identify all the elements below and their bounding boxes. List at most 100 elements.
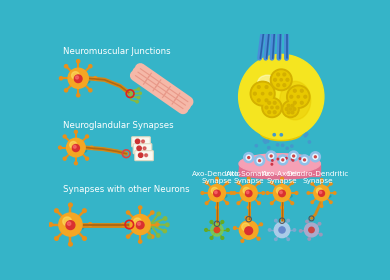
Circle shape [299, 158, 301, 159]
Circle shape [63, 217, 72, 226]
Circle shape [270, 69, 292, 90]
Circle shape [316, 188, 322, 194]
Circle shape [208, 185, 225, 201]
Circle shape [138, 96, 140, 99]
Circle shape [138, 240, 142, 243]
Circle shape [257, 158, 262, 163]
Ellipse shape [68, 148, 87, 153]
Circle shape [280, 157, 285, 162]
Circle shape [289, 108, 292, 110]
Circle shape [293, 108, 296, 110]
Circle shape [266, 151, 276, 161]
Circle shape [280, 134, 282, 136]
Circle shape [268, 229, 271, 231]
Circle shape [261, 92, 264, 95]
Circle shape [151, 235, 154, 238]
Circle shape [247, 177, 250, 180]
Text: Neuromuscular Junctions: Neuromuscular Junctions [63, 47, 170, 57]
Circle shape [272, 71, 290, 89]
Circle shape [291, 153, 296, 158]
Circle shape [68, 68, 88, 88]
Circle shape [211, 224, 223, 236]
Circle shape [255, 144, 257, 147]
Circle shape [234, 227, 236, 229]
Circle shape [151, 211, 154, 214]
Circle shape [90, 146, 93, 149]
Circle shape [270, 202, 273, 204]
Circle shape [286, 78, 289, 81]
Circle shape [240, 185, 257, 201]
Circle shape [284, 102, 297, 116]
Circle shape [264, 99, 280, 116]
Circle shape [55, 209, 58, 213]
Circle shape [275, 220, 277, 222]
Circle shape [138, 153, 143, 157]
Circle shape [94, 77, 97, 80]
Circle shape [83, 209, 86, 213]
Circle shape [138, 206, 142, 209]
Circle shape [233, 192, 236, 194]
Circle shape [273, 111, 276, 114]
Ellipse shape [316, 194, 331, 198]
Circle shape [277, 84, 280, 87]
Circle shape [245, 227, 253, 235]
Circle shape [260, 160, 261, 161]
Circle shape [281, 206, 284, 209]
Circle shape [246, 191, 249, 193]
Text: Axo-Somatic
Synapse: Axo-Somatic Synapse [226, 171, 271, 184]
Circle shape [277, 158, 279, 160]
Circle shape [126, 235, 130, 238]
Circle shape [73, 145, 76, 148]
Circle shape [226, 181, 229, 184]
Circle shape [330, 183, 332, 185]
Circle shape [286, 147, 288, 150]
Circle shape [121, 223, 125, 226]
Circle shape [280, 191, 282, 193]
Circle shape [314, 185, 329, 201]
Circle shape [291, 104, 294, 107]
Circle shape [221, 237, 224, 239]
Circle shape [143, 147, 146, 150]
Circle shape [67, 222, 71, 225]
Circle shape [293, 101, 296, 104]
Circle shape [230, 192, 233, 194]
Circle shape [72, 144, 80, 151]
Circle shape [282, 159, 284, 161]
Circle shape [248, 157, 250, 158]
Circle shape [282, 144, 284, 146]
Circle shape [291, 158, 293, 160]
Circle shape [257, 237, 260, 240]
Circle shape [148, 235, 151, 239]
Circle shape [303, 159, 305, 161]
Circle shape [269, 153, 274, 158]
Circle shape [214, 227, 220, 233]
Circle shape [307, 192, 310, 194]
Ellipse shape [275, 193, 292, 199]
Circle shape [63, 157, 66, 160]
Circle shape [138, 88, 140, 90]
Ellipse shape [260, 124, 303, 141]
Circle shape [277, 144, 279, 146]
Circle shape [63, 135, 66, 138]
Circle shape [273, 185, 291, 201]
Circle shape [216, 206, 218, 209]
Circle shape [304, 135, 307, 137]
Circle shape [320, 233, 322, 236]
Circle shape [304, 95, 307, 98]
Circle shape [268, 101, 271, 104]
Circle shape [83, 237, 86, 240]
Circle shape [293, 155, 294, 157]
Circle shape [265, 86, 268, 88]
Circle shape [330, 201, 332, 204]
Circle shape [293, 229, 296, 231]
Circle shape [226, 228, 229, 231]
Circle shape [302, 157, 307, 162]
Circle shape [311, 201, 314, 204]
Circle shape [74, 75, 82, 83]
Circle shape [287, 220, 289, 222]
Circle shape [76, 76, 78, 79]
Circle shape [268, 111, 271, 114]
Circle shape [270, 181, 273, 184]
Circle shape [260, 223, 262, 226]
Circle shape [257, 86, 260, 88]
